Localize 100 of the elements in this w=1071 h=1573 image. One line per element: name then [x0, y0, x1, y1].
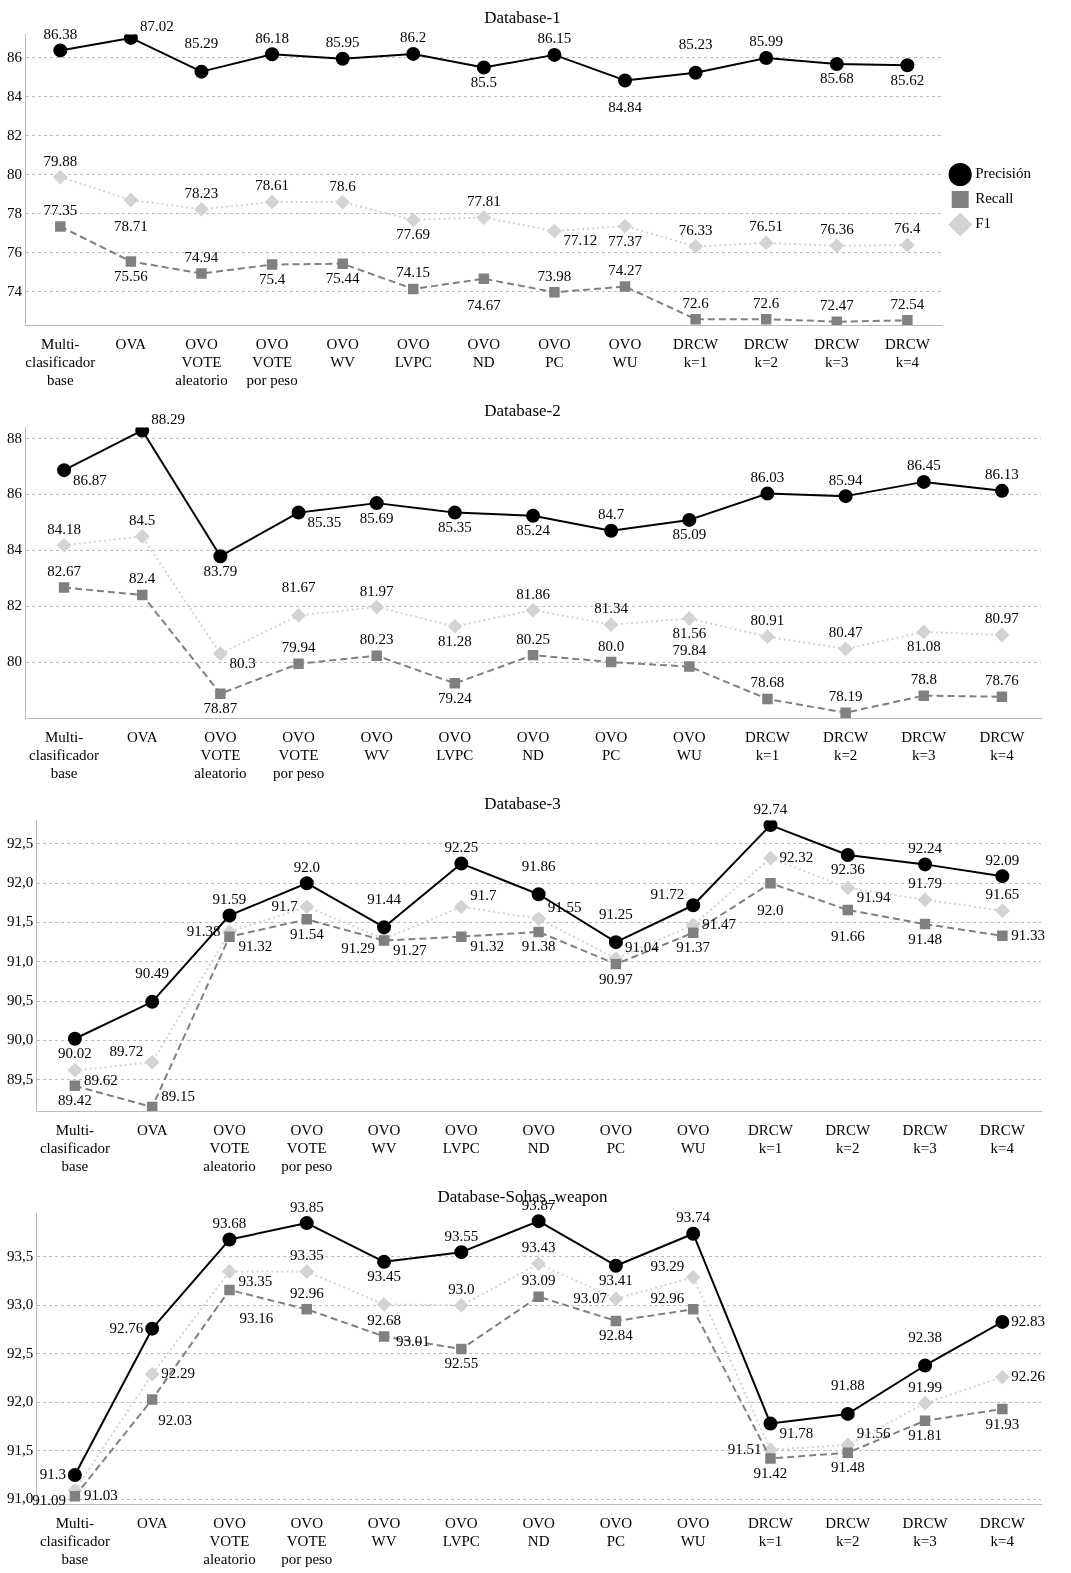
data-label: 91.86: [521, 857, 556, 874]
x-tick-label: OVO LVPC: [442, 1514, 480, 1549]
x-tick-label: OVO PC: [599, 1514, 633, 1549]
x-tick-label: Multi- clasificador base: [39, 1121, 110, 1174]
data-label: 85.95: [325, 34, 360, 51]
data-label: 78.68: [750, 674, 785, 691]
data-label: 79.94: [281, 639, 316, 656]
data-label: 81.56: [672, 624, 707, 641]
x-tick-label: OVO WU: [608, 335, 642, 370]
x-tick-label: OVA: [126, 728, 158, 745]
x-tick-label: OVO LVPC: [394, 335, 432, 370]
data-label: 93.29: [650, 1257, 685, 1274]
x-tick-label: DRCW k=3: [901, 728, 948, 763]
x-tick-label: DRCW k=3: [814, 335, 861, 370]
data-label: 78.8: [910, 671, 937, 688]
y-tick-label: 91,5: [7, 913, 34, 930]
data-label: 93.0: [448, 1280, 475, 1297]
data-label: 91.59: [212, 890, 247, 907]
data-label: 91.54: [289, 925, 325, 942]
data-label: 85.24: [516, 522, 551, 539]
x-tick-label: DRCW k=1: [747, 1514, 794, 1549]
data-label: 90.02: [58, 1045, 92, 1062]
data-label: 85.69: [359, 509, 394, 526]
data-label: 77.81: [466, 192, 501, 209]
y-tick-label: 74: [7, 282, 23, 299]
data-label: 73.98: [537, 267, 572, 284]
chart-title: Database-3: [484, 793, 561, 813]
data-label: 91.99: [908, 1378, 942, 1395]
y-tick-label: 88: [7, 429, 22, 446]
data-label: 91.27: [393, 942, 428, 958]
y-tick-label: 80: [7, 653, 22, 670]
x-tick-label: OVA: [136, 1121, 168, 1138]
data-label: 85.99: [749, 33, 784, 50]
data-label: 93.07: [573, 1289, 608, 1306]
data-label: 89.72: [109, 1042, 144, 1059]
y-tick-label: 80: [7, 165, 22, 182]
data-label: 93.35: [289, 1246, 324, 1263]
x-tick-label: OVO WU: [673, 728, 706, 763]
y-tick-label: 92,0: [7, 874, 34, 891]
data-label: 76.36: [819, 221, 855, 238]
data-label: 75.4: [258, 270, 286, 287]
data-label: 84.18: [47, 520, 81, 537]
legend-label: Precisión: [975, 165, 1032, 182]
data-label: 86.13: [985, 466, 1019, 483]
data-label: 91.25: [599, 905, 633, 922]
data-label: 92.84: [599, 1327, 634, 1344]
data-label: 78.23: [184, 184, 219, 201]
data-label: 86.38: [43, 25, 78, 42]
y-tick-label: 91,0: [7, 1490, 34, 1507]
data-label: 91.32: [470, 938, 505, 955]
data-label: 77.35: [43, 201, 78, 218]
data-label: 85.29: [184, 35, 219, 52]
data-label: 75.44: [325, 270, 361, 287]
data-label: 78.71: [114, 218, 148, 235]
data-label: 93.85: [289, 1198, 324, 1215]
x-tick-label: DRCW k=1: [747, 1121, 794, 1156]
x-tick-label: DRCW k=3: [902, 1121, 949, 1156]
y-tick-label: 92,5: [7, 834, 34, 851]
data-label: 92.55: [444, 1355, 479, 1372]
data-label: 92.09: [985, 851, 1020, 868]
data-label: 91.03: [83, 1487, 118, 1504]
data-label: 91.37: [676, 939, 711, 956]
data-label: 78.6: [329, 177, 357, 194]
x-tick-label: DRCW k=3: [902, 1514, 949, 1549]
data-label: 91.51: [727, 1440, 762, 1457]
legend-label: F1: [975, 215, 992, 232]
data-label: 91.93: [985, 1415, 1020, 1432]
data-label: 72.6: [753, 294, 780, 311]
data-label: 82.67: [47, 562, 82, 579]
y-tick-label: 86: [7, 48, 23, 65]
x-tick-label: OVO ND: [522, 1121, 556, 1156]
y-tick-label: 92,0: [7, 1393, 34, 1410]
data-label: 91.72: [650, 885, 685, 902]
x-tick-label: DRCW k=4: [979, 1514, 1026, 1549]
data-label: 76.4: [894, 220, 921, 237]
data-label: 82.4: [129, 570, 156, 587]
data-label: 91.47: [702, 915, 737, 932]
x-tick-label: OVO PC: [599, 1121, 633, 1156]
x-tick-label: DRCW k=4: [979, 728, 1026, 763]
data-label: 91.56: [856, 1425, 892, 1442]
data-label: 91.33: [1011, 926, 1046, 943]
x-tick-label: OVO PC: [594, 728, 628, 763]
data-label: 80.25: [516, 630, 550, 647]
data-label: 93.45: [367, 1268, 401, 1285]
x-tick-label: OVA: [115, 335, 147, 352]
data-label: 81.97: [359, 582, 395, 599]
data-label: 92.83: [1011, 1312, 1046, 1329]
data-label: 78.87: [203, 700, 238, 717]
x-tick-label: DRCW k=2: [825, 1514, 872, 1549]
data-label: 93.35: [238, 1272, 273, 1289]
data-label: 77.69: [396, 226, 431, 243]
x-tick-label: Multi- clasificador base: [25, 335, 96, 388]
data-label: 77.37: [608, 232, 643, 249]
x-tick-label: OVA: [136, 1514, 168, 1531]
x-tick-label: OVO WV: [326, 335, 360, 370]
data-label: 91.32: [238, 938, 273, 955]
data-label: 76.51: [749, 218, 784, 235]
data-label: 91.7: [271, 897, 299, 914]
data-label: 89.42: [58, 1092, 92, 1109]
data-label: 91.7: [470, 887, 498, 904]
